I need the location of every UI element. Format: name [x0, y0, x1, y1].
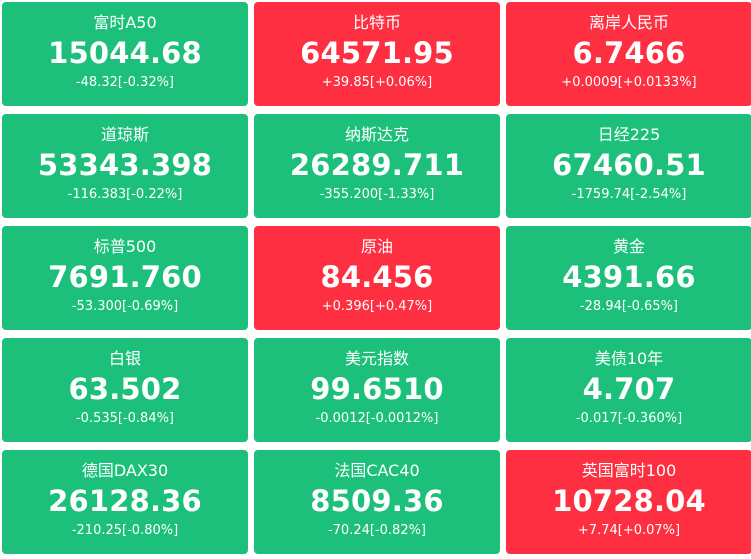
quote-price: 84.456 [320, 260, 434, 294]
quote-price: 26289.711 [289, 148, 465, 182]
quote-price: 8509.36 [310, 484, 444, 518]
quote-price: 4391.66 [562, 260, 696, 294]
quote-price: 67460.51 [552, 148, 706, 182]
quote-name: 富时A50 [93, 13, 157, 32]
quote-tile-silver[interactable]: 白银 63.502 -0.535[-0.84%] [2, 338, 248, 442]
quote-name: 法国CAC40 [334, 461, 420, 480]
quote-change: -210.25[-0.80%] [71, 523, 179, 538]
quote-change: +0.0009[+0.0133%] [561, 75, 697, 90]
quote-price: 63.502 [68, 372, 182, 406]
quote-change: +39.85[+0.06%] [321, 75, 433, 90]
quote-name: 离岸人民币 [588, 13, 669, 32]
quote-change: -1759.74[-2.54%] [571, 187, 687, 202]
quote-change: -48.32[-0.32%] [75, 75, 175, 90]
quote-change: +7.74[+0.07%] [577, 523, 681, 538]
quote-name: 黄金 [612, 237, 645, 256]
quote-price: 10728.04 [552, 484, 706, 518]
quote-change: -53.300[-0.69%] [71, 299, 179, 314]
quote-tile-offshore-cny[interactable]: 离岸人民币 6.7466 +0.0009[+0.0133%] [506, 2, 751, 106]
quote-tile-nasdaq[interactable]: 纳斯达克 26289.711 -355.200[-1.33%] [254, 114, 500, 218]
quote-change: -70.24[-0.82%] [327, 523, 427, 538]
quote-name: 道琼斯 [100, 125, 149, 144]
quote-change: -355.200[-1.33%] [319, 187, 435, 202]
quote-tile-sp500[interactable]: 标普500 7691.760 -53.300[-0.69%] [2, 226, 248, 330]
quote-name: 原油 [360, 237, 393, 256]
quote-price: 4.707 [582, 372, 676, 406]
quote-change: -0.017[-0.360%] [575, 411, 683, 426]
quote-price: 15044.68 [48, 36, 202, 70]
quote-price: 99.6510 [310, 372, 444, 406]
quote-tile-bitcoin[interactable]: 比特币 64571.95 +39.85[+0.06%] [254, 2, 500, 106]
quote-name: 美元指数 [344, 349, 409, 368]
quote-tile-cac40[interactable]: 法国CAC40 8509.36 -70.24[-0.82%] [254, 450, 500, 554]
quote-name: 纳斯达克 [344, 125, 409, 144]
quote-change: -28.94[-0.65%] [579, 299, 679, 314]
quote-tile-nikkei-225[interactable]: 日经225 67460.51 -1759.74[-2.54%] [506, 114, 751, 218]
quote-price: 7691.760 [48, 260, 202, 294]
quote-name: 日经225 [597, 125, 661, 144]
quote-tile-ftse-a50[interactable]: 富时A50 15044.68 -48.32[-0.32%] [2, 2, 248, 106]
quote-tile-dow-jones[interactable]: 道琼斯 53343.398 -116.383[-0.22%] [2, 114, 248, 218]
quote-tile-dollar-index[interactable]: 美元指数 99.6510 -0.0012[-0.0012%] [254, 338, 500, 442]
quote-change: -116.383[-0.22%] [67, 187, 183, 202]
quote-price: 64571.95 [300, 36, 454, 70]
quote-name: 标普500 [93, 237, 157, 256]
quote-change: -0.0012[-0.0012%] [315, 411, 439, 426]
quote-name: 比特币 [352, 13, 401, 32]
quote-name: 美债10年 [594, 349, 664, 368]
quote-tile-us-10y-treasury[interactable]: 美债10年 4.707 -0.017[-0.360%] [506, 338, 751, 442]
quote-tile-crude-oil[interactable]: 原油 84.456 +0.396[+0.47%] [254, 226, 500, 330]
quote-change: -0.535[-0.84%] [75, 411, 175, 426]
quote-price: 53343.398 [37, 148, 213, 182]
quote-change: +0.396[+0.47%] [321, 299, 433, 314]
quote-tile-gold[interactable]: 黄金 4391.66 -28.94[-0.65%] [506, 226, 751, 330]
quote-name: 英国富时100 [581, 461, 677, 480]
quote-tile-ftse-100[interactable]: 英国富时100 10728.04 +7.74[+0.07%] [506, 450, 751, 554]
quote-tile-dax30[interactable]: 德国DAX30 26128.36 -210.25[-0.80%] [2, 450, 248, 554]
quote-name: 德国DAX30 [81, 461, 169, 480]
quote-name: 白银 [108, 349, 141, 368]
quote-price: 26128.36 [48, 484, 202, 518]
quote-price: 6.7466 [572, 36, 686, 70]
